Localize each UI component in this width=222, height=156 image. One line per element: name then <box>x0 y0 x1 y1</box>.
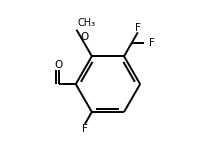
Text: F: F <box>82 124 88 134</box>
Text: F: F <box>149 38 155 48</box>
Text: F: F <box>135 23 141 33</box>
Text: O: O <box>55 60 63 70</box>
Text: O: O <box>80 32 88 42</box>
Text: CH₃: CH₃ <box>77 19 95 29</box>
